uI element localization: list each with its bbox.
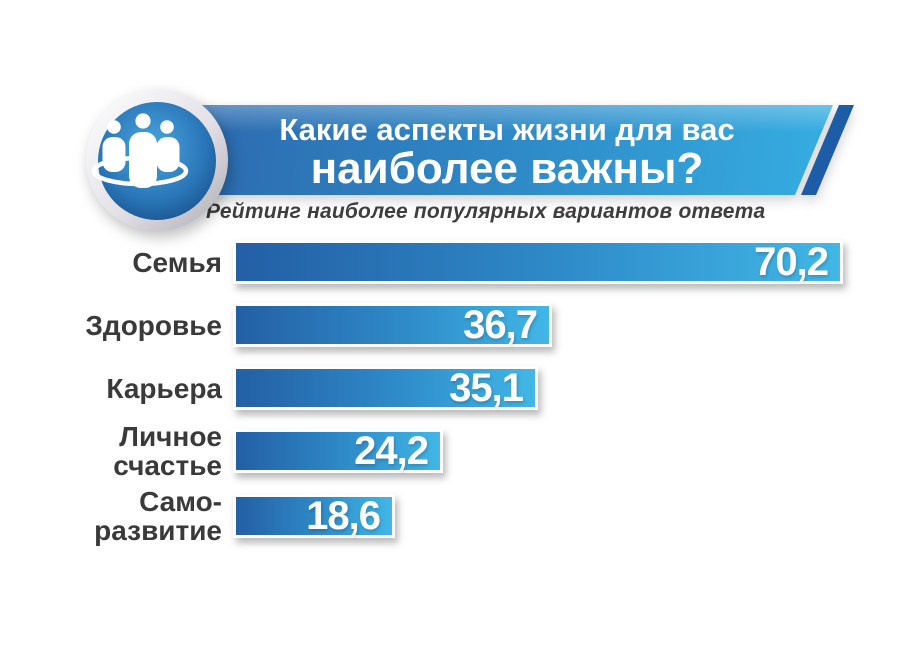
- bar-value-label: 36,7: [463, 303, 538, 347]
- banner-shape: [170, 105, 833, 195]
- bar-row: Карьера 35,1: [0, 366, 900, 410]
- bar-value-label: 35,1: [449, 366, 524, 410]
- people-group-icon-svg: [86, 89, 228, 231]
- bar-value-label: 24,2: [354, 429, 429, 473]
- bar-value-label: 70,2: [754, 240, 829, 284]
- bar-row: Само-развитие 18,6: [0, 486, 900, 546]
- bar: 18,6: [233, 494, 395, 538]
- bar: 35,1: [233, 366, 538, 410]
- title-line-2: наиболее важны?: [310, 144, 704, 193]
- category-label: Личное счастье: [113, 421, 222, 481]
- bar: 24,2: [233, 429, 443, 473]
- bar-value-label: 18,6: [306, 494, 381, 538]
- title-line-1: Какие аспекты жизни для вас: [279, 112, 735, 147]
- bar: 36,7: [233, 303, 552, 347]
- bar: 70,2: [233, 240, 843, 284]
- category-label: Само-развитие: [94, 486, 222, 546]
- people-group-icon: [82, 85, 232, 235]
- header-banner: Какие аспекты жизни для вас наиболее важ…: [170, 105, 870, 197]
- page-title: Какие аспекты жизни для вас наиболее важ…: [170, 105, 818, 195]
- category-label: Здоровье: [85, 309, 222, 341]
- category-label: Карьера: [106, 372, 222, 404]
- category-label: Семья: [132, 246, 222, 278]
- bar-row: Личное счастье 24,2: [0, 421, 900, 481]
- chart-subtitle: Рейтинг наиболее популярных вариантов от…: [206, 200, 766, 223]
- bar-row: Здоровье 36,7: [0, 303, 900, 347]
- bar-row: Семья 70,2: [0, 240, 900, 284]
